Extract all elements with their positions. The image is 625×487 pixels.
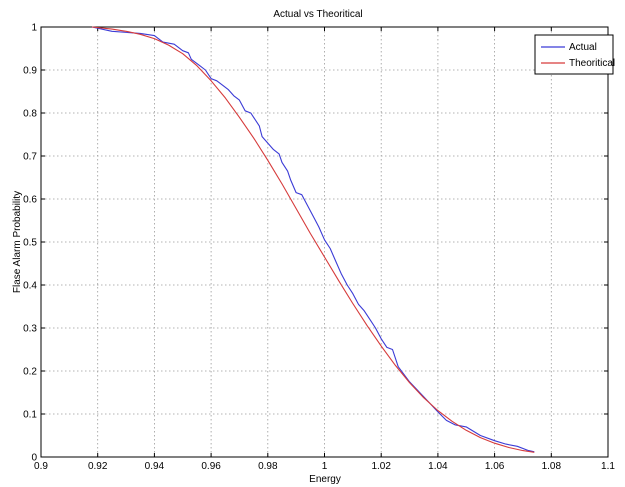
x-tick-label: 0.9 bbox=[34, 461, 48, 472]
x-tick-label: 1.02 bbox=[371, 461, 391, 472]
y-tick-label: 0.8 bbox=[23, 109, 37, 120]
y-tick-label: 0.9 bbox=[23, 66, 37, 77]
x-axis: 0.9 0.92 0.94 0.96 0.98 1 1.02 1.04 1.06 1.08 1.1 bbox=[34, 27, 615, 472]
y-axis-label: Flase Alarm Probability bbox=[12, 191, 23, 293]
x-tick-label: 0.92 bbox=[88, 461, 108, 472]
x-tick-label: 1.06 bbox=[485, 461, 505, 472]
series-line-theoritical bbox=[91, 26, 535, 453]
legend: Actual Theoritical bbox=[534, 34, 615, 75]
legend-label-theoritical: Theoritical bbox=[569, 58, 615, 69]
series-group bbox=[91, 26, 535, 453]
legend-box bbox=[534, 34, 614, 75]
x-tick-label: 1.08 bbox=[542, 461, 562, 472]
x-tick-label: 0.98 bbox=[258, 461, 278, 472]
y-tick-label: 0.4 bbox=[23, 281, 37, 292]
y-tick-label: 0.7 bbox=[23, 152, 37, 163]
x-tick-label: 0.96 bbox=[201, 461, 221, 472]
legend-label-actual: Actual bbox=[569, 42, 597, 53]
chart-title: Actual vs Theoritical bbox=[273, 9, 362, 20]
y-tick-label: 0.3 bbox=[23, 324, 37, 335]
y-tick-label: 0.5 bbox=[23, 238, 37, 249]
x-tick-label: 1 bbox=[322, 461, 328, 472]
y-tick-label: 0.6 bbox=[23, 195, 37, 206]
y-axis: 0 0.1 0.2 0.3 0.4 0.5 0.6 0.7 0.8 0.9 1 bbox=[23, 23, 608, 464]
grid bbox=[41, 27, 608, 457]
y-tick-label: 1 bbox=[31, 23, 37, 34]
x-tick-label: 1.1 bbox=[601, 461, 615, 472]
y-tick-label: 0.2 bbox=[23, 367, 37, 378]
x-axis-label: Energy bbox=[309, 474, 341, 485]
x-tick-label: 1.04 bbox=[428, 461, 448, 472]
x-tick-label: 0.94 bbox=[145, 461, 165, 472]
y-tick-label: 0.1 bbox=[23, 410, 37, 421]
y-tick-label: 0 bbox=[31, 453, 37, 464]
